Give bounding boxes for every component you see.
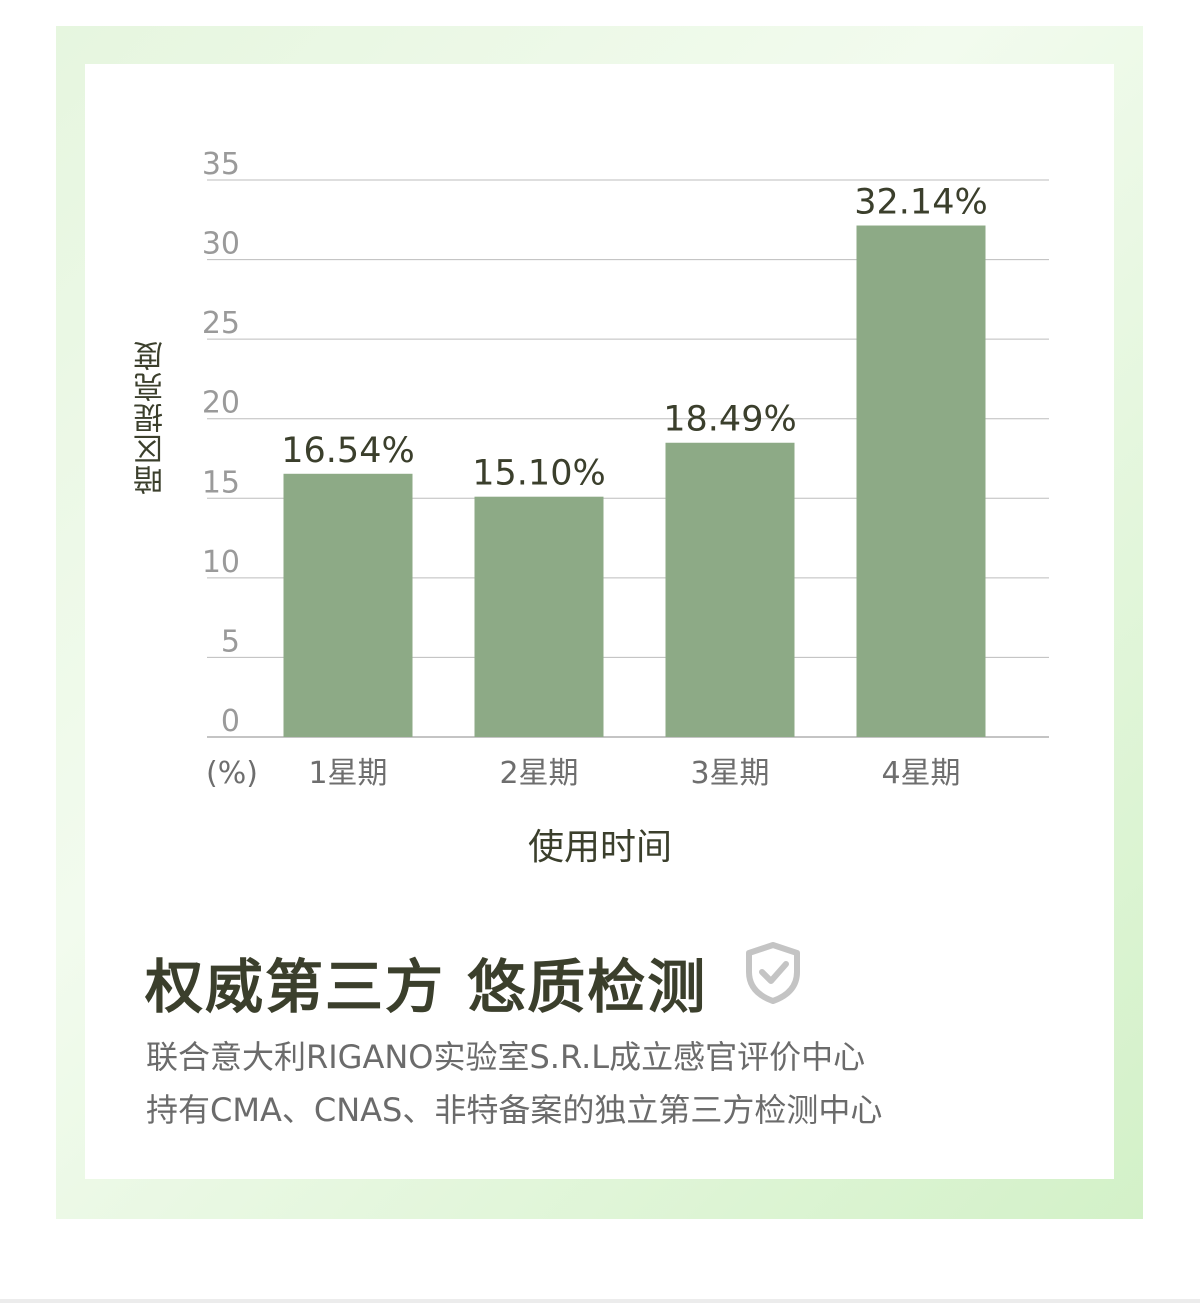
y-tick-label: 30 — [202, 227, 240, 262]
bar — [665, 442, 795, 737]
y-tick-label: 25 — [202, 306, 240, 341]
description-line-2: 持有CMA、CNAS、非特备案的独立第三方检测中心 — [146, 1091, 883, 1129]
x-axis-label: 使用时间 — [527, 827, 672, 868]
x-tick-label: 2星期 — [499, 756, 578, 791]
x-tick-label: 3星期 — [690, 756, 769, 791]
y-tick-label: 0 — [221, 704, 240, 739]
data-label: 16.54% — [281, 431, 414, 471]
y-tick-label: 20 — [202, 386, 240, 421]
data-label: 18.49% — [663, 400, 796, 440]
data-label: 32.14% — [854, 183, 987, 223]
y-axis-label: 暗区提亮度 — [134, 340, 169, 495]
bar-chart: 0 5 10 15 20 25 30 35 (%) 16.54% 1星期 15.10% 2星期 18.49… — [202, 147, 1049, 791]
bar — [474, 496, 604, 737]
x-tick-label: 1星期 — [308, 756, 387, 791]
data-label: 15.10% — [472, 454, 605, 494]
y-unit-label: (%) — [206, 756, 258, 791]
bar — [856, 225, 986, 737]
y-tick-label: 10 — [202, 545, 240, 580]
bottom-divider — [0, 1299, 1200, 1303]
y-tick-label: 5 — [221, 624, 240, 659]
y-tick-label: 15 — [202, 465, 240, 500]
description-line-1: 联合意大利RIGANO实验室S.R.L成立感官评价中心 — [146, 1038, 866, 1076]
y-tick-label: 35 — [202, 147, 240, 182]
x-tick-label: 4星期 — [881, 756, 960, 791]
shield-check-icon — [746, 942, 800, 1004]
section-heading: 权威第三方 悠质检测 — [145, 953, 708, 1021]
bar — [283, 473, 413, 737]
